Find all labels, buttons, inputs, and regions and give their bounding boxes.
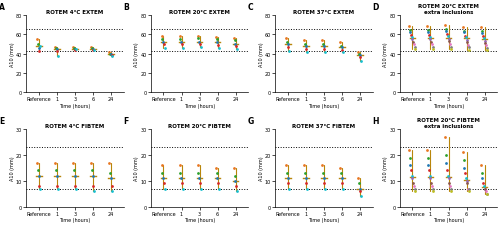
Text: H: H (372, 117, 379, 126)
X-axis label: Time (hours): Time (hours) (308, 103, 340, 108)
Y-axis label: A10 (mm): A10 (mm) (10, 156, 14, 180)
Title: ROTEM 20°C EXTEM
extra inclusions: ROTEM 20°C EXTEM extra inclusions (418, 4, 479, 15)
Title: ROTEM 4°C FIBTEM: ROTEM 4°C FIBTEM (46, 124, 104, 128)
X-axis label: Time (hours): Time (hours) (184, 217, 215, 222)
Text: F: F (124, 117, 129, 126)
Text: D: D (372, 3, 379, 12)
Text: C: C (248, 3, 254, 12)
X-axis label: Time (hours): Time (hours) (184, 103, 215, 108)
Text: B: B (124, 3, 130, 12)
Title: ROTEM 20°C FIBTEM
extra inclusions: ROTEM 20°C FIBTEM extra inclusions (417, 118, 480, 128)
Title: ROTEM 37°C FIBTEM: ROTEM 37°C FIBTEM (292, 124, 356, 128)
Title: ROTEM 20°C EXTEM: ROTEM 20°C EXTEM (169, 10, 230, 15)
Y-axis label: A10 (mm): A10 (mm) (134, 156, 139, 180)
Y-axis label: A10 (mm): A10 (mm) (134, 42, 139, 67)
Text: E: E (0, 117, 4, 126)
Text: A: A (0, 3, 5, 12)
Text: G: G (248, 117, 254, 126)
Title: ROTEM 20°C FIBTEM: ROTEM 20°C FIBTEM (168, 124, 231, 128)
Y-axis label: A10 (mm): A10 (mm) (258, 156, 264, 180)
Y-axis label: A10 (mm): A10 (mm) (258, 42, 264, 67)
X-axis label: Time (hours): Time (hours) (60, 103, 90, 108)
X-axis label: Time (hours): Time (hours) (60, 217, 90, 222)
Title: ROTEM 4°C EXTEM: ROTEM 4°C EXTEM (46, 10, 104, 15)
Title: ROTEM 37°C EXTEM: ROTEM 37°C EXTEM (294, 10, 354, 15)
Y-axis label: A10 (mm): A10 (mm) (10, 42, 14, 67)
X-axis label: Time (hours): Time (hours) (433, 217, 464, 222)
X-axis label: Time (hours): Time (hours) (308, 217, 340, 222)
Y-axis label: A10 (mm): A10 (mm) (383, 156, 388, 180)
Y-axis label: A10 (mm): A10 (mm) (383, 42, 388, 67)
X-axis label: Time (hours): Time (hours) (433, 103, 464, 108)
